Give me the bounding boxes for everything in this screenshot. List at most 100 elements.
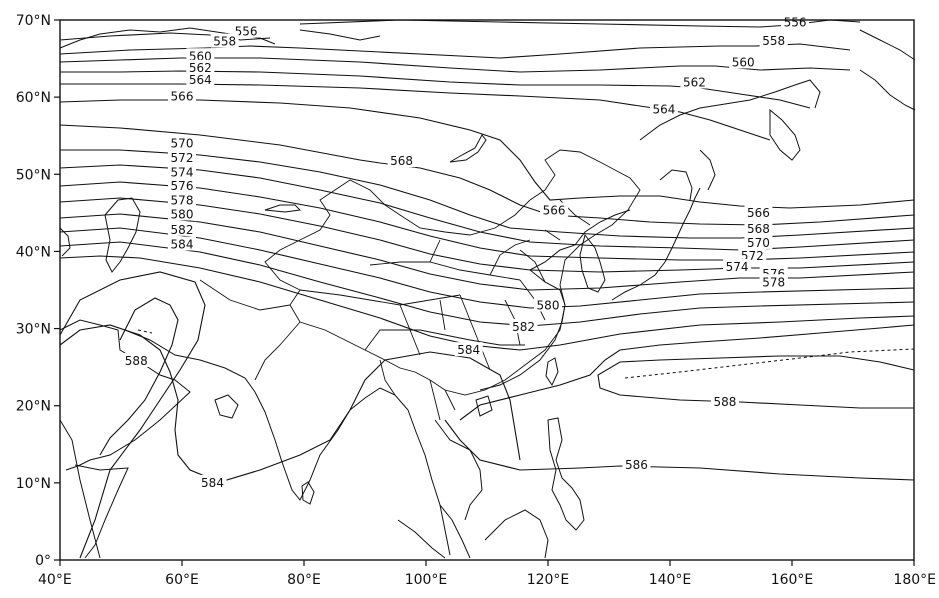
okhotsk-coast bbox=[639, 79, 821, 191]
contour-label: 588 bbox=[713, 395, 736, 409]
contour-label: 580 bbox=[537, 298, 560, 312]
y-tick-label: 30°N bbox=[16, 322, 51, 338]
y-tick-label: 60°N bbox=[16, 90, 51, 106]
contour-label: 582 bbox=[171, 223, 194, 237]
contour-label: 572 bbox=[171, 151, 194, 165]
contour-label: 562 bbox=[683, 75, 706, 89]
contour-588-west bbox=[99, 297, 179, 456]
contour-label: 584 bbox=[457, 343, 480, 357]
contour-label: 562 bbox=[189, 61, 212, 75]
longitude-axis: 40°E 60°E 80°E 100°E 120°E 140°E 160°E 180°E bbox=[38, 560, 936, 588]
height-contours bbox=[59, 19, 915, 559]
indochina-coast bbox=[379, 387, 483, 556]
contour-label: 558 bbox=[213, 35, 236, 49]
contour-label: 570 bbox=[171, 136, 194, 150]
bering-coast bbox=[859, 29, 916, 111]
arabian-peninsula-coast bbox=[59, 319, 191, 559]
contour-588-pacific bbox=[597, 355, 915, 409]
x-tick-label: 180°E bbox=[893, 572, 936, 588]
contour-label: 584 bbox=[201, 476, 224, 490]
contour-label-background bbox=[759, 32, 788, 47]
y-tick-label: 0° bbox=[35, 553, 51, 569]
contour-label-background bbox=[168, 236, 196, 251]
contour-label: 586 bbox=[625, 458, 648, 472]
contour-label-background bbox=[534, 297, 562, 312]
contour-label-background bbox=[622, 457, 651, 472]
contour-label: 584 bbox=[171, 237, 194, 251]
contour-label-background bbox=[387, 153, 416, 168]
latitude-axis: 0° 10°N 20°N 30°N 40°N 50°N 60°N 70°N bbox=[16, 13, 60, 569]
contour-562 bbox=[60, 70, 811, 109]
contour-586 bbox=[59, 271, 915, 559]
contour-label: 560 bbox=[189, 49, 212, 63]
korea-coast bbox=[579, 233, 606, 293]
contour-572 bbox=[59, 164, 915, 251]
contour-label: 564 bbox=[652, 102, 675, 116]
contour-label-background bbox=[168, 192, 196, 207]
x-tick-label: 40°E bbox=[38, 572, 72, 588]
china-outline bbox=[264, 149, 641, 396]
x-tick-label: 120°E bbox=[527, 572, 570, 588]
coastlines bbox=[59, 27, 916, 559]
contour-label: 556 bbox=[784, 15, 807, 29]
y-tick-label: 10°N bbox=[16, 476, 51, 492]
persian-gulf-coast bbox=[124, 329, 256, 393]
small-island bbox=[214, 394, 239, 419]
india-coast bbox=[254, 387, 381, 501]
contour-label-background bbox=[232, 23, 261, 38]
sri-lanka-coast bbox=[301, 481, 315, 505]
dashed-contour-pacific bbox=[624, 348, 915, 379]
contour-label-background bbox=[454, 342, 483, 357]
contour-584-north bbox=[59, 255, 915, 351]
contour-label-background bbox=[759, 274, 788, 289]
contour-label: 578 bbox=[171, 194, 194, 208]
contour-label-background bbox=[186, 48, 215, 63]
contour-label: 580 bbox=[171, 207, 194, 221]
x-tick-label: 80°E bbox=[287, 572, 321, 588]
contour-564 bbox=[60, 83, 771, 141]
y-tick-label: 70°N bbox=[16, 13, 51, 29]
contour-label-background bbox=[168, 150, 196, 165]
contour-578 bbox=[59, 213, 915, 291]
contour-584-loop bbox=[59, 324, 521, 483]
sumatra-coast bbox=[397, 519, 446, 559]
contour-582 bbox=[59, 241, 915, 327]
malay-peninsula-coast bbox=[439, 504, 471, 559]
contour-label-background bbox=[186, 59, 215, 74]
contour-570 bbox=[60, 149, 915, 239]
contour-558 bbox=[59, 43, 851, 59]
contour-label-background bbox=[122, 352, 151, 367]
contour-label: 578 bbox=[762, 275, 785, 289]
contour-label-background bbox=[738, 248, 767, 263]
x-tick-label: 100°E bbox=[405, 572, 448, 588]
contour-label: 576 bbox=[171, 179, 194, 193]
contour-label-background bbox=[649, 101, 678, 116]
contour-label: 566 bbox=[543, 204, 566, 218]
contour-label-background bbox=[781, 14, 810, 29]
contour-label: 566 bbox=[747, 206, 770, 220]
x-tick-label: 160°E bbox=[771, 572, 814, 588]
contour-label: 588 bbox=[125, 354, 148, 368]
contour-560 bbox=[59, 57, 851, 73]
contour-label-background bbox=[509, 319, 538, 334]
contour-label-background bbox=[680, 74, 709, 89]
contour-label: 570 bbox=[747, 236, 770, 250]
x-tick-label: 140°E bbox=[649, 572, 692, 588]
contour-label-background bbox=[723, 258, 752, 273]
contour-label-background bbox=[168, 221, 196, 236]
contour-label-background bbox=[186, 72, 215, 87]
contour-label-background bbox=[710, 393, 739, 408]
contour-label: 566 bbox=[171, 89, 194, 103]
contour-580 bbox=[59, 227, 915, 309]
contour-label: 558 bbox=[762, 34, 785, 48]
contour-label-background bbox=[729, 54, 758, 69]
contour-label: 556 bbox=[235, 25, 258, 39]
contour-568 bbox=[59, 124, 915, 226]
philippines-coast bbox=[547, 417, 585, 531]
contour-label: 568 bbox=[390, 154, 413, 168]
y-tick-label: 40°N bbox=[16, 244, 51, 260]
contour-label: 582 bbox=[512, 320, 535, 334]
contour-label: 568 bbox=[747, 222, 770, 236]
